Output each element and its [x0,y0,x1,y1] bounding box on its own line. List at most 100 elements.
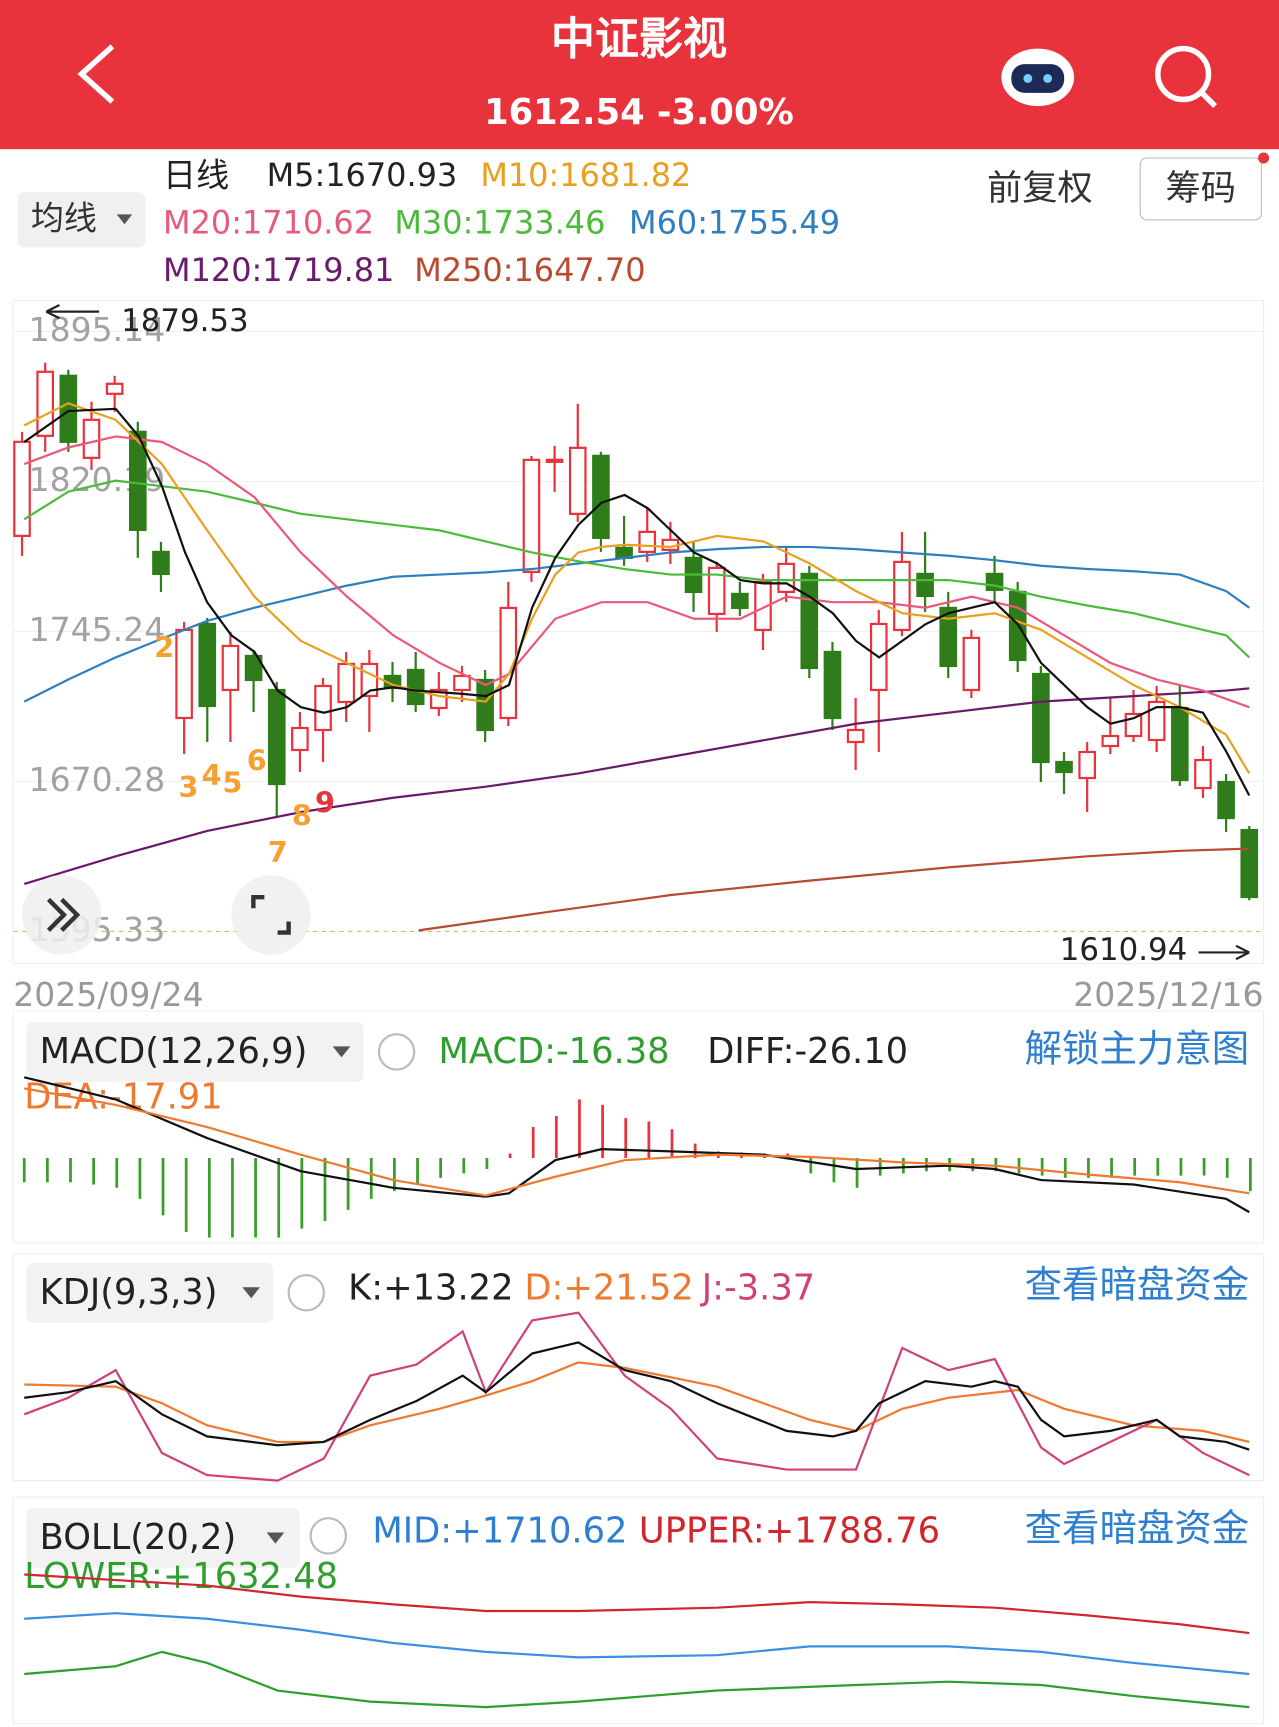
td-mark: 4 [202,758,222,792]
lower-value: LOWER:+1632.48 [24,1556,338,1597]
candle-body [916,572,934,598]
candle-body [59,374,78,443]
ma-label: M20:1710.62 [163,203,374,241]
back-button[interactable] [77,44,115,104]
td-mark: 7 [268,835,288,869]
dea-line [24,1087,1250,1197]
candle-body [175,628,193,720]
d-line [24,1361,1250,1444]
candle-body [638,530,657,553]
candle-body [754,580,772,632]
candle-body [128,430,147,531]
candle-body [1217,780,1235,820]
price-frame [12,299,1265,965]
candle-body [82,418,101,459]
fullscreen-icon [251,894,291,935]
help-icon[interactable] [377,1033,416,1071]
robot-icon[interactable] [1001,48,1075,107]
candle-body [568,446,587,515]
ma-label: M250:1647.70 [414,251,645,289]
candle-body [1101,734,1120,748]
adjust-button[interactable]: 前复权 [987,168,1093,209]
y-tick-label: 1670.28 [29,760,166,799]
chips-button[interactable] [1139,157,1262,221]
candle-body [291,726,309,752]
unlock-link[interactable]: 解锁主力意图 [1025,1026,1250,1070]
ma-selector-label: 均线 [31,198,97,237]
fullscreen-button[interactable] [231,875,311,955]
upper-value: UPPER:+1788.76 [639,1511,940,1552]
candle-body [707,566,726,616]
candle-body [1170,706,1189,782]
period: 日线 [163,155,229,194]
y-tick-label: 1745.24 [29,610,166,649]
ma-label: M10:1681.82 [480,156,691,194]
ma-label: M60:1755.49 [629,203,840,241]
dark-pool-link[interactable]: 查看暗盘资金 [1025,1506,1250,1550]
candle-body [152,550,170,576]
boll-selector[interactable] [26,1508,300,1568]
candle-body [592,454,610,539]
candle-body [406,668,425,706]
candle-body [777,562,795,594]
chips-label: 筹码 [1166,168,1237,209]
candle-body [314,684,332,732]
candle-body [545,458,564,463]
candle-body [800,572,819,670]
low-label: 1610.94 [1060,932,1187,968]
arrow [1198,944,1250,961]
candle-body [1147,700,1166,742]
candle-body [221,644,240,692]
dark-pool-link[interactable]: 查看暗盘资金 [1025,1263,1250,1307]
td-mark: 6 [247,743,267,777]
candle-body [893,560,911,632]
diff-value: DIFF:-26.10 [707,1031,908,1072]
ma10-line [23,402,1251,775]
dropdown-arrow [266,1532,285,1544]
candle-body [476,678,494,732]
mid-value: MID:+1710.62 [372,1511,627,1552]
candle-body [1078,750,1096,780]
dropdown-arrow [116,214,133,225]
arrow [45,303,100,320]
td-marks: 2 3 4 5 6 7 8 9 [154,631,335,869]
candle-body [105,382,124,395]
kdj-frame [12,1253,1265,1482]
macd-histogram [508,1099,790,1158]
ma250-line [418,847,1250,932]
upper-line [24,1573,1250,1635]
search-icon[interactable] [1155,45,1218,109]
ma-label: M5:1670.93 [267,156,458,194]
subtitle: 1612.54 -3.00% [484,92,794,133]
kdj-selector[interactable] [26,1262,274,1323]
j-value: J:-3.37 [700,1267,815,1308]
badge [1258,152,1270,164]
expand-icon [46,897,81,932]
high-label: 1879.53 [121,303,248,339]
k-line [24,1341,1250,1451]
candle-body [939,606,958,668]
ma30-line [23,479,1251,659]
d-value: D:+21.52 [524,1267,693,1308]
j-line [23,1311,1250,1482]
x-end: 2025/12/16 [1073,975,1263,1014]
candle-body [1032,672,1050,764]
help-icon[interactable] [309,1517,348,1555]
title: 中证影视 [551,14,727,65]
dea-value: DEA:-17.91 [24,1076,222,1117]
ma-label: M120:1719.81 [163,251,394,289]
kdj-selector-label: KDJ(9,3,3) [40,1272,218,1313]
ma-label: M30:1733.46 [394,203,605,241]
macd-selector-label: MACD(12,26,9) [40,1031,308,1072]
ma60-line [23,545,1250,703]
candle-body [731,592,749,610]
y-tick-label: 1895.14 [29,310,166,349]
candle-body [13,440,31,537]
ma-selector[interactable] [17,192,146,248]
macd-selector[interactable] [26,1022,364,1082]
candle-body [823,650,842,720]
boll-selector-label: BOLL(20,2) [40,1517,237,1558]
help-icon[interactable] [287,1273,325,1312]
